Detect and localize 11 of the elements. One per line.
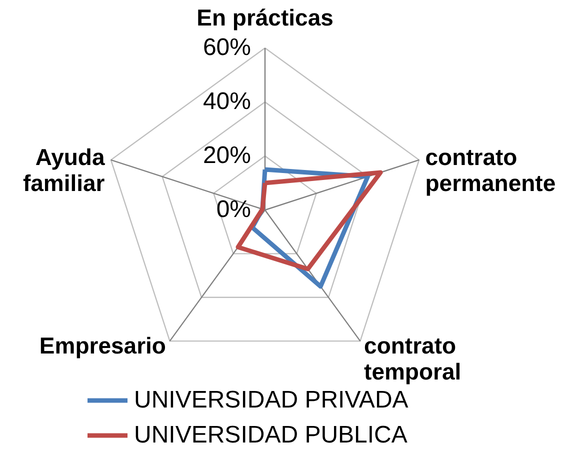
- spoke-label: Ayuda familiar: [22, 144, 105, 196]
- y-tick-label: 0%: [216, 196, 251, 223]
- spoke-label: Empresario: [39, 332, 166, 358]
- y-tick-label: 40%: [202, 88, 251, 115]
- legend-label: UNIVERSIDAD PUBLICA: [134, 422, 408, 448]
- spoke-label: contrato permanente: [425, 144, 556, 196]
- legend-label: UNIVERSIDAD PRIVADA: [134, 386, 408, 414]
- spoke-label: contrato temporal: [364, 332, 462, 384]
- spoke-label: En prácticas: [196, 4, 334, 31]
- y-tick-label: 60%: [202, 34, 251, 61]
- y-tick-label: 20%: [202, 142, 251, 169]
